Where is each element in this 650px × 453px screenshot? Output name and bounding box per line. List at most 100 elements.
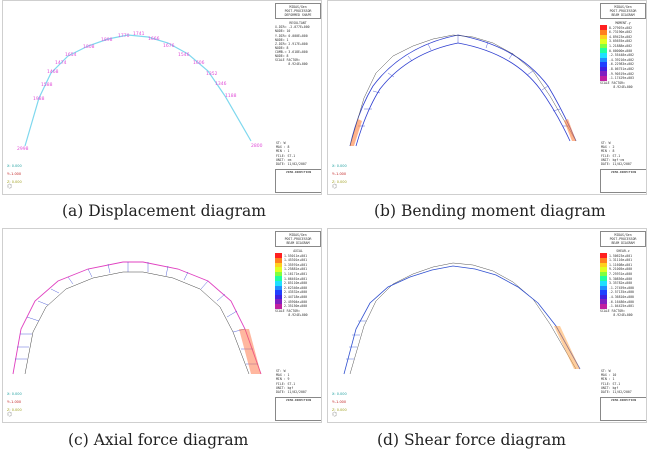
legend-value: 2.45904e+000: [284, 299, 308, 304]
legend-value: 2.85110e+000: [284, 281, 308, 286]
legend-entry: 4.89423e+002: [600, 34, 646, 40]
coord-readout: X: 0.000 Y:-1.000 Z: 0.000: [7, 164, 22, 184]
coord-z: Z: 0.000: [7, 180, 22, 184]
legend-entry: 1.25881e+001: [275, 267, 321, 272]
coord-x: X: 0.000: [7, 164, 22, 168]
moment-base: [349, 34, 577, 147]
legend-swatch: [275, 294, 282, 300]
view-direction-box: VIEW-DIRECTION: [275, 397, 321, 421]
legend-value: -6.22983e+002: [609, 62, 634, 67]
legend-entry: 6.73190e+002: [600, 29, 646, 35]
axial-end-fill: [239, 329, 261, 374]
legend-value: 4.89423e+002: [609, 34, 633, 39]
scale-value: 8.924E+000: [613, 312, 633, 317]
svg-text:1666: 1666: [148, 36, 160, 42]
legend-entry: 2.85110e+000: [275, 280, 321, 286]
value-line: Z-DIR= 2.917E+000: [275, 41, 308, 46]
axial-force-panel: MIDAS/Gen POST-PROCESSOR BEAM DIAGRAM AX…: [2, 228, 322, 423]
legend-swatch: [275, 276, 282, 281]
legend-swatch: [600, 271, 607, 277]
coord-readout: X: 0.000 Y:-1.000 Z: 0.000: [332, 392, 347, 412]
axial-force-view: [12, 261, 262, 375]
legend-entry: 3.35782e+000: [600, 280, 646, 286]
color-legend: 1.55011e+001 1.45301e+001 1.35591e+001 1.25…: [275, 253, 321, 309]
caption-displacement: (a) Displacement diagram: [62, 202, 266, 220]
scale-value: 8.924E+000: [288, 62, 308, 67]
info-line: MAX : 1: [276, 373, 290, 378]
legend-value: -1.27459e+000: [609, 285, 634, 290]
legend-value: 1.11608e+001: [609, 262, 633, 267]
info-block: ST: W MAX : 10 MIN : 1 FILE: ST-1 UNIT: …: [601, 369, 645, 394]
axis-icon: ⌬: [332, 183, 338, 190]
legend-value: 7.25931e+000: [609, 272, 633, 276]
legend-swatch: [275, 257, 282, 263]
legend-value: -4.39216e+002: [609, 57, 634, 62]
legend-entry: 8.27907e+002: [600, 25, 646, 30]
header-line: POST-PROCESSOR: [284, 237, 312, 242]
shear-end-fill: [554, 326, 580, 369]
bending-moment-panel: MIDAS/Gen POST-PROCESSOR BEAM DIAGRAM MO…: [327, 0, 647, 195]
coord-x: X: 0.000: [332, 392, 347, 396]
moment-end-fill: [350, 119, 576, 146]
legend-value: -9.90519e+002: [609, 71, 634, 76]
axis-icon: ⌬: [332, 411, 338, 418]
view-direction-label: VIEW-DIRECTION: [610, 398, 637, 402]
legend-swatch: [600, 294, 607, 300]
legend-value: 1.25881e+001: [284, 267, 308, 272]
coord-z: Z: 0.000: [332, 180, 347, 184]
caption-bending-moment: (b) Bending moment diagram: [374, 202, 606, 220]
svg-text:1988: 1988: [33, 96, 45, 102]
view-direction-label: VIEW-DIRECTION: [610, 170, 637, 174]
info-line: UNIT: kgf: [276, 385, 294, 390]
axial-hatch: [15, 262, 258, 365]
header-line: BEAM DIAGRAM: [611, 13, 635, 18]
info-block: ST: W MAX : 1 MIN : 9 FILE: ST-1 UNIT: k…: [276, 369, 320, 394]
legend-value: 1.45301e+001: [284, 258, 308, 263]
legend-swatch: [600, 29, 607, 35]
svg-text:1346: 1346: [215, 81, 227, 87]
coord-readout: X: 0.000 Y:-1.000 Z: 0.000: [7, 392, 22, 412]
legend-entry: 2.62346e+000: [275, 285, 321, 291]
legend-entry: 1.11608e+001: [600, 262, 646, 268]
info-block: ST: W MAX : 8 MIN : 1 FILE: ST-1 UNIT: c…: [276, 141, 320, 166]
legend-value: 1.31116e+001: [609, 258, 633, 263]
coord-x: X: 0.000: [7, 392, 22, 396]
legend-swatch: [600, 62, 607, 67]
header-line: POST-PROCESSOR: [609, 9, 637, 14]
header-line: POST-PROCESSOR: [284, 9, 312, 14]
scale-label: SCALE FACTOR=: [600, 80, 625, 85]
legend-value: 1.55011e+001: [284, 253, 308, 258]
shear-hatch: [346, 320, 366, 360]
svg-text:1188: 1188: [225, 93, 237, 99]
legend-value: 1.35591e+001: [284, 262, 308, 267]
moment-envelope-inner: [355, 42, 571, 147]
info-line: FILE: ST-1: [601, 153, 621, 158]
svg-text:1770: 1770: [118, 33, 130, 39]
legend-entry: 1.31116e+001: [600, 257, 646, 263]
shear-base: [349, 262, 577, 375]
legend-entry: 9.21005e+000: [600, 267, 646, 272]
coord-y: Y:-1.000: [7, 400, 21, 404]
legend-swatch: [600, 285, 607, 291]
header-line: MIDAS/Gen: [614, 233, 632, 237]
legend-value: -2.55448e+002: [609, 53, 634, 58]
legend-entry: -2.55448e+002: [600, 52, 646, 58]
coord-x: X: 0.000: [332, 164, 347, 168]
legend-entry: 2.45904e+000: [275, 299, 321, 304]
scale-label: SCALE FACTOR=: [275, 58, 300, 63]
svg-text:2800: 2800: [251, 143, 263, 149]
axis-icon: ⌬: [7, 411, 13, 418]
svg-text:1468: 1468: [47, 69, 59, 75]
info-line: DATE: 11/02/2007: [276, 162, 307, 167]
legend-swatch: [275, 267, 282, 272]
legend-swatch: [600, 303, 607, 309]
legend-entry: -1.27459e+000: [600, 285, 646, 291]
legend-swatch: [275, 253, 282, 258]
svg-text:1474: 1474: [55, 60, 67, 66]
legend-entry: 2.35150e+000: [275, 303, 321, 309]
svg-text:1898: 1898: [101, 37, 113, 43]
legend-entry: -4.39216e+002: [600, 57, 646, 63]
legend-value: 6.73190e+002: [609, 30, 633, 35]
legend-entry: 1.45301e+001: [275, 257, 321, 263]
header-line: MIDAS/Gen: [614, 5, 632, 9]
